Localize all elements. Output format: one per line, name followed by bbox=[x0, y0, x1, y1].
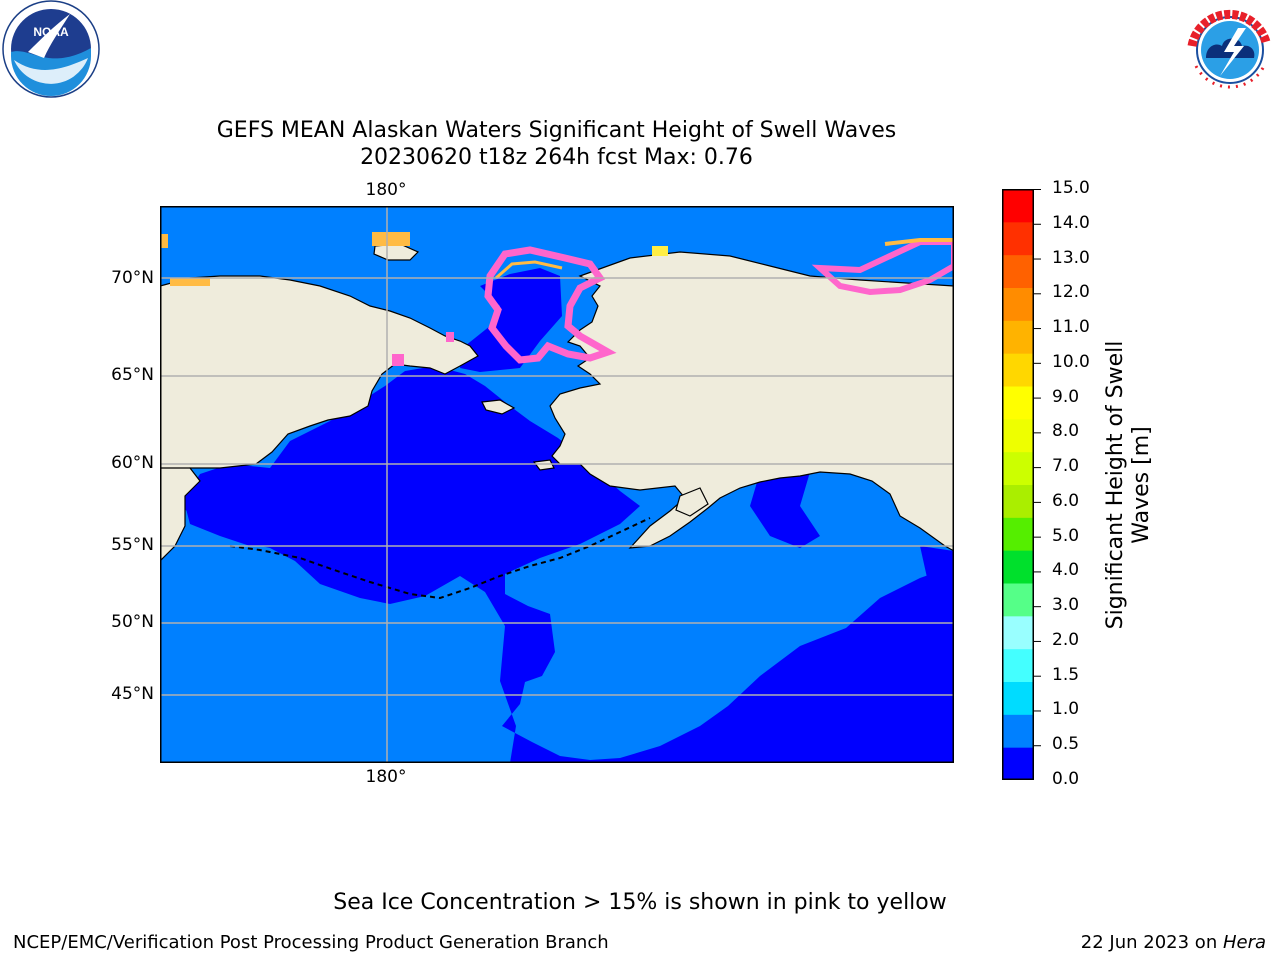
map-frame bbox=[160, 206, 954, 763]
colorbar-segment bbox=[1002, 747, 1034, 780]
sea-ice-chukchi bbox=[484, 246, 617, 364]
colorbar-tick-label: 14.0 bbox=[1052, 212, 1090, 233]
footer-machine: Hera bbox=[1222, 932, 1266, 953]
chart-title: GEFS MEAN Alaskan Waters Significant Hei… bbox=[216, 118, 897, 143]
colorbar-tick-label: 6.0 bbox=[1052, 490, 1080, 511]
mid-pacific-light-patch bbox=[580, 556, 750, 716]
colorbar-tick-label: 9.0 bbox=[1052, 386, 1080, 407]
colorbar-segment bbox=[1002, 615, 1034, 650]
colorbar-segment bbox=[1002, 714, 1034, 748]
colorbar-tick-label: 0.0 bbox=[1052, 769, 1080, 789]
aleutian-dark-north bbox=[180, 471, 312, 546]
lat-label-65n: 65°N bbox=[111, 365, 154, 385]
colorbar-tick-label: 10.0 bbox=[1052, 351, 1090, 372]
colorbar-segment bbox=[1002, 221, 1034, 256]
aleutian-islands bbox=[229, 517, 651, 600]
sea-ice-chukchi-edge bbox=[495, 260, 563, 280]
colorbar-segment bbox=[1002, 386, 1034, 420]
colorbar-label: Significant Height of Swell Waves [m] bbox=[1103, 341, 1155, 630]
colorbar-tick-label: 0.5 bbox=[1052, 734, 1080, 755]
colorbar-tick-label: 1.0 bbox=[1052, 699, 1080, 720]
colorbar-tick-label: 1.5 bbox=[1052, 664, 1080, 685]
chart-subtitle: 20230620 t18z 264h fcst Max: 0.76 bbox=[360, 145, 753, 170]
colorbar-label-line1: Significant Height of Swell bbox=[1103, 340, 1128, 630]
noaa-logo: NOAA bbox=[2, 0, 100, 98]
land-kodiak-island bbox=[675, 487, 709, 517]
lat-label-45n: 45°N bbox=[111, 684, 154, 704]
se-alaska-dark bbox=[920, 546, 954, 596]
colorbar-tick-label: 12.0 bbox=[1052, 282, 1090, 303]
lat-label-50n: 50°N bbox=[111, 612, 154, 632]
colorbar-tick-label: 7.0 bbox=[1052, 456, 1080, 477]
sea-ice-alaska-coast bbox=[652, 246, 668, 256]
colorbar-tick-label: 4.0 bbox=[1052, 560, 1080, 581]
sea-ice-beaufort-edge bbox=[884, 238, 954, 246]
land-chukotka bbox=[160, 275, 479, 482]
noaa-logo-text: NOAA bbox=[33, 25, 69, 39]
lat-label-60n: 60°N bbox=[111, 453, 154, 473]
colorbar-segment bbox=[1002, 287, 1034, 321]
colorbar-frame bbox=[1002, 189, 1034, 780]
lat-label-55n: 55°N bbox=[111, 535, 154, 555]
colorbar-tick-label: 8.0 bbox=[1052, 421, 1080, 442]
land-nunivak-island bbox=[532, 459, 555, 471]
land-alaska bbox=[549, 251, 954, 552]
colorbar bbox=[1002, 189, 1034, 780]
colorbar-tick-label: 13.0 bbox=[1052, 247, 1090, 268]
colorbar-tick-label: 11.0 bbox=[1052, 317, 1090, 338]
lon-label-bottom: 180° bbox=[365, 767, 407, 787]
colorbar-segment bbox=[1002, 550, 1034, 584]
footer-date: 22 Jun 2023 on Hera bbox=[1081, 932, 1266, 953]
sea-ice-note: Sea Ice Concentration > 15% is shown in … bbox=[333, 890, 947, 915]
sea-ice-beaufort bbox=[811, 239, 954, 296]
footer-branch: NCEP/EMC/Verification Post Processing Pr… bbox=[13, 932, 609, 953]
colorbar-segment bbox=[1002, 189, 1034, 223]
nws-logo bbox=[1183, 3, 1277, 97]
footer-date-text: 22 Jun 2023 on bbox=[1080, 932, 1223, 953]
colorbar-ticks bbox=[1034, 189, 1041, 747]
colorbar-tick-label: 15.0 bbox=[1052, 178, 1090, 198]
lon-label-top: 180° bbox=[365, 180, 407, 200]
sea-ice-siberia bbox=[170, 278, 210, 286]
alaska-swell-map bbox=[160, 206, 954, 763]
colorbar-segment bbox=[1002, 320, 1034, 354]
colorbar-tick-label: 5.0 bbox=[1052, 525, 1080, 546]
colorbar-segment bbox=[1002, 254, 1034, 288]
colorbar-segment bbox=[1002, 583, 1034, 617]
chukchi-dark bbox=[460, 268, 562, 372]
sea-ice-wrangel bbox=[372, 232, 410, 246]
colorbar-tick-label: 2.0 bbox=[1052, 629, 1080, 650]
sea-ice-bering-strait-2 bbox=[446, 332, 454, 342]
colorbar-segment bbox=[1002, 681, 1034, 715]
lat-label-70n: 70°N bbox=[111, 268, 154, 288]
gulf-alaska-dark-east bbox=[750, 472, 820, 548]
colorbar-segment bbox=[1002, 451, 1034, 485]
colorbar-tick-label: 3.0 bbox=[1052, 595, 1080, 616]
land-st-lawrence-island bbox=[481, 399, 516, 415]
graticule bbox=[160, 206, 954, 763]
bering-sea-dark bbox=[180, 366, 954, 763]
colorbar-label-line2: Waves [m] bbox=[1129, 426, 1154, 544]
sea-ice-siberia-west bbox=[160, 234, 168, 248]
colorbar-segments bbox=[1002, 189, 1034, 780]
colorbar-segment bbox=[1002, 418, 1034, 453]
sea-ice-bering-strait bbox=[392, 354, 404, 366]
colorbar-segment bbox=[1002, 517, 1034, 551]
colorbar-segment bbox=[1002, 484, 1034, 518]
colorbar-segment bbox=[1002, 648, 1034, 682]
land-kamchatka bbox=[160, 467, 201, 562]
colorbar-segment bbox=[1002, 353, 1034, 387]
